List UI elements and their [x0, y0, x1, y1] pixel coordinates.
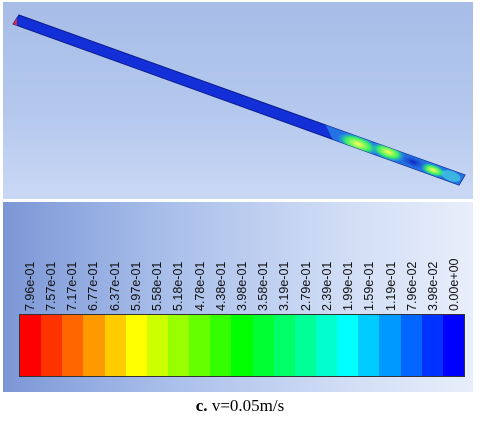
legend-colorbar	[19, 314, 465, 377]
legend-tick-text: 2.39e-01	[319, 261, 334, 311]
colorbar-segment	[83, 315, 105, 376]
legend-tick-text: 5.58e-01	[150, 261, 165, 311]
inlet-marker	[13, 15, 17, 26]
legend-tick-label: 6.37e-01	[108, 262, 122, 311]
legend-tick-text: 3.58e-01	[256, 261, 271, 311]
colorbar-segment	[210, 315, 232, 376]
legend-tick-label: 0.00e+00	[447, 259, 461, 311]
legend-tick-text: 4.78e-01	[192, 261, 207, 311]
legend-tick-text: 2.79e-01	[298, 261, 313, 311]
legend-tick-label: 4.78e-01	[193, 262, 207, 311]
legend-tick-text: 3.98e-01	[235, 261, 249, 311]
legend-tick-text: 1.59e-01	[362, 261, 377, 311]
colorbar-segment	[62, 315, 84, 376]
colorbar-segment	[273, 315, 295, 376]
legend-tick-text: 4.38e-01	[213, 261, 228, 311]
legend-tick-label: 7.57e-01	[44, 262, 58, 311]
legend-tick-text: 0.00e+00	[447, 258, 462, 311]
legend-tick-text: 1.19e-01	[383, 261, 398, 311]
legend-tick-text: 5.97e-01	[128, 261, 143, 311]
colorbar-segment	[315, 315, 338, 376]
colorbar-segment	[294, 315, 316, 376]
legend-tick-text: 5.18e-01	[171, 261, 186, 311]
legend-tick-label: 1.59e-01	[362, 262, 376, 311]
legend-tick-text: 7.96e-01	[22, 261, 37, 311]
colorbar-segment	[125, 315, 147, 376]
legend-tick-label: 2.39e-01	[320, 262, 334, 311]
colorbar-segment	[252, 315, 274, 376]
legend-tick-label: 3.98e-01	[235, 262, 249, 311]
colorbar-segment	[104, 315, 126, 376]
legend-tick-label: 4.38e-01	[214, 262, 228, 311]
contour-viewport[interactable]	[3, 2, 473, 199]
figure-caption: c. v=0.05m/s	[0, 396, 480, 416]
legend-tick-text: 3.19e-01	[277, 261, 292, 311]
legend-tick-text: 3.98e-02	[426, 261, 441, 311]
legend-tick-text: 7.57e-01	[43, 261, 58, 311]
legend-tick-label: 6.77e-01	[86, 262, 100, 311]
legend-tick-label: 1.19e-01	[384, 262, 398, 311]
legend-tick-label: 7.17e-01	[65, 262, 79, 311]
legend-tick-text: 7.96e-02	[404, 261, 419, 311]
legend-tick-label: 5.97e-01	[129, 262, 143, 311]
color-legend: 7.96e-01 7.57e-01 7.17e-01 6.77e-01 6.37e-01…	[3, 202, 473, 392]
colorbar-segment	[337, 315, 359, 376]
legend-tick-label: 5.58e-01	[150, 262, 164, 311]
colorbar-segment	[400, 315, 422, 376]
legend-tick-label: 7.96e-02	[405, 262, 419, 311]
legend-tick-label: 1.99e-01	[341, 262, 355, 311]
legend-tick-text: 7.17e-01	[65, 261, 80, 311]
legend-tick-text: 1.99e-01	[341, 261, 356, 311]
colorbar-segment	[189, 315, 211, 376]
legend-tick-text: 6.77e-01	[86, 261, 101, 311]
colorbar-segment	[20, 315, 42, 376]
legend-tick-text: 6.37e-01	[107, 261, 122, 311]
colorbar-segment	[167, 315, 190, 376]
colorbar-segment	[358, 315, 380, 376]
colorbar-segment	[231, 315, 253, 376]
colorbar-segment	[41, 315, 63, 376]
legend-tick-label: 3.98e-02	[426, 262, 440, 311]
colorbar-segment	[146, 315, 168, 376]
pipe-contour-plot	[12, 14, 466, 186]
legend-tick-label: 7.96e-01	[23, 262, 37, 311]
colorbar-segment	[421, 315, 443, 376]
legend-tick-label: 2.79e-01	[299, 262, 313, 311]
legend-tick-label: 3.58e-01	[256, 262, 270, 311]
colorbar-segment	[442, 315, 464, 376]
legend-tick-label: 3.19e-01	[277, 262, 291, 311]
colorbar-segment	[379, 315, 401, 376]
caption-text: v=0.05m/s	[207, 396, 285, 415]
legend-tick-label: 5.18e-01	[171, 262, 185, 311]
caption-label: c.	[195, 396, 208, 415]
